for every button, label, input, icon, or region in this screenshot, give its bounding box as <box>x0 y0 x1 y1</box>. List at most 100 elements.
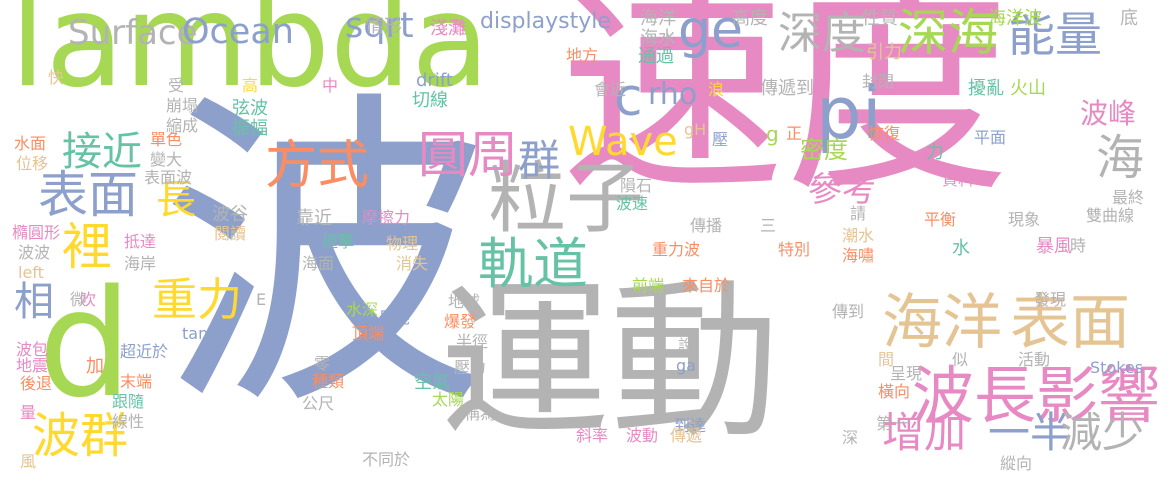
word-cloud-word: 正 <box>786 124 803 143</box>
word-cloud-word: 海水 <box>640 28 676 49</box>
word-cloud-word: 呈現 <box>890 364 923 383</box>
word-cloud-word: 壓力 <box>454 358 487 377</box>
word-cloud-word: 量 <box>20 403 37 422</box>
word-cloud-word: 超近於 <box>120 342 169 361</box>
word-cloud-word: 密度 <box>800 136 848 164</box>
word-cloud-word: 前端 <box>632 276 665 295</box>
word-cloud-word: Ocean <box>182 12 294 52</box>
word-cloud-word: 發現 <box>1034 290 1067 309</box>
word-cloud-word: 浪 <box>708 80 725 99</box>
word-cloud-word: 圓周 <box>418 126 518 184</box>
word-cloud-word: 跟隨 <box>112 392 145 411</box>
word-cloud-word: 第一 <box>876 414 909 433</box>
word-cloud-word: 雙曲線 <box>1086 206 1135 225</box>
word-cloud-word: 影響 <box>1036 359 1161 432</box>
word-cloud-word: ge <box>678 0 743 60</box>
word-cloud-word: 壓 <box>712 130 729 149</box>
word-cloud-word: d <box>38 258 132 430</box>
word-cloud-word: 波動 <box>626 426 659 445</box>
word-cloud-word: 深海 <box>898 4 998 62</box>
word-cloud-word: 撞擊 <box>322 232 355 251</box>
word-cloud-word: 縮成 <box>166 116 199 135</box>
word-cloud-word: 情形 <box>366 16 402 37</box>
word-cloud-word: 種類 <box>312 372 345 391</box>
word-cloud-word: 時 <box>1070 236 1087 255</box>
word-cloud-word: 到達 <box>674 416 707 435</box>
word-cloud-word: 性質 <box>862 8 898 29</box>
word-cloud-word: 抵達 <box>124 232 157 251</box>
word-cloud-word: 擾亂 <box>968 78 1004 99</box>
word-cloud-word: Stokes <box>1090 358 1144 377</box>
word-cloud-word: 月亮 <box>378 308 411 327</box>
word-cloud-word: 地方 <box>566 46 599 65</box>
word-cloud-word: 表面 <box>38 166 138 224</box>
word-cloud-word: 會近 <box>594 80 627 99</box>
word-cloud-word: 力 <box>926 142 944 163</box>
word-cloud-word: pi <box>816 71 882 155</box>
word-cloud-word: 說 <box>678 336 695 355</box>
word-cloud-word: 橫向 <box>878 382 911 401</box>
word-cloud-word: 波 <box>160 65 490 449</box>
word-cloud-word: 一半 <box>988 408 1073 457</box>
word-cloud-word: 減少 <box>1060 408 1145 457</box>
word-cloud-word: 爆發 <box>444 312 477 331</box>
word-cloud-word: tanh <box>182 324 219 343</box>
word-cloud-word: 消失 <box>396 254 429 273</box>
word-cloud-word: 重力 <box>152 273 243 326</box>
word-cloud-word: 三 <box>760 216 777 235</box>
word-cloud-word: 火山 <box>1010 78 1046 99</box>
word-cloud-word: Wave <box>568 119 678 165</box>
word-cloud-word: 傳到 <box>832 302 865 321</box>
word-cloud-word: 海岸 <box>124 254 157 273</box>
word-cloud-word: sqrt <box>345 6 414 46</box>
word-cloud-word: 受 <box>168 76 185 95</box>
word-cloud-word: 增加 <box>882 408 967 457</box>
word-cloud-word: 波長 <box>912 359 1037 432</box>
word-cloud-word: 通過 <box>638 46 674 67</box>
word-cloud-word: 長 <box>156 177 196 223</box>
word-cloud-word: 位移 <box>16 154 49 173</box>
word-cloud-word: ga <box>676 356 696 375</box>
word-cloud-word: 暴風 <box>1036 236 1072 257</box>
word-cloud-word: 表面波 <box>144 168 193 187</box>
word-cloud-word: 似 <box>952 350 969 369</box>
word-cloud-word: 摩擦力 <box>362 208 411 227</box>
word-cloud-word: 水面 <box>14 134 47 153</box>
word-cloud-word: 吹 <box>80 290 97 309</box>
word-cloud-word: 能量 <box>1008 8 1102 63</box>
word-cloud-word: rho <box>648 77 698 112</box>
word-cloud-word: 隕石 <box>620 176 653 195</box>
word-cloud-word: 海洋 <box>640 8 676 29</box>
word-cloud-word: 深 <box>842 428 859 447</box>
word-cloud-word: 海面 <box>302 254 335 273</box>
word-cloud-word: 軌道 <box>478 232 589 296</box>
word-cloud-word: 空氣 <box>414 372 450 393</box>
word-cloud-word: drift <box>416 70 453 91</box>
word-cloud-word: 零 <box>314 354 331 373</box>
word-cloud-word: 波群 <box>32 408 129 464</box>
word-cloud-word: 不同於 <box>362 450 411 469</box>
word-cloud-word: left <box>18 263 44 282</box>
word-cloud-word: 重力波 <box>652 240 701 259</box>
word-cloud-word: 海 <box>1096 130 1145 186</box>
word-cloud-word: 物理 <box>386 234 419 253</box>
word-cloud-word: g <box>766 122 779 146</box>
word-cloud-word: 地球 <box>448 292 481 311</box>
word-cloud-word: 高度 <box>732 8 768 29</box>
word-cloud-word: 請 <box>850 204 867 223</box>
word-cloud-word: 線性 <box>112 412 145 431</box>
word-cloud-word: 傳遞 <box>670 426 703 445</box>
word-cloud-word: 水深 <box>346 300 379 319</box>
word-cloud-word: 接近 <box>62 129 142 175</box>
word-cloud-word: 切線 <box>412 90 448 111</box>
word-cloud-word: 稱為 <box>464 404 497 423</box>
word-cloud-word: 平面 <box>974 128 1007 147</box>
word-cloud-word: 加 <box>86 356 104 377</box>
word-cloud-word: 後退 <box>20 374 53 393</box>
word-cloud-word: 平衡 <box>924 210 957 229</box>
word-cloud-word: 崩塌 <box>166 96 199 115</box>
word-cloud-word: 波谷 <box>212 204 248 225</box>
word-cloud-word: 水 <box>952 238 970 259</box>
word-cloud-word: 地震 <box>16 356 49 375</box>
